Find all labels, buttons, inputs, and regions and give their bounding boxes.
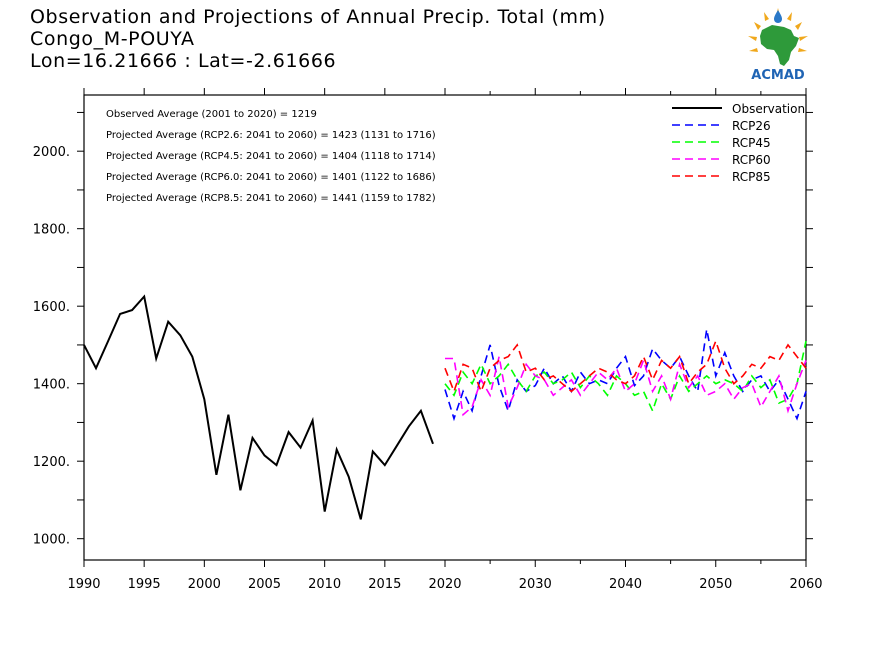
chart-title: Observation and Projections of Annual Pr… xyxy=(30,6,606,28)
y-tick-label: 1400. xyxy=(33,378,70,393)
acmad-logo: ACMAD xyxy=(748,8,808,82)
annotation-line: Observed Average (2001 to 2020) = 1219 xyxy=(106,109,317,120)
chart-series xyxy=(83,294,807,520)
x-tick-label: 2040 xyxy=(609,577,642,592)
y-tick-label: 1800. xyxy=(33,223,70,238)
x-tick-label: 2010 xyxy=(308,577,341,592)
x-tick-label: 1990 xyxy=(67,577,100,592)
x-tick-label: 2000 xyxy=(188,577,221,592)
y-tick-label: 1200. xyxy=(33,455,70,470)
chart-annotations: Observed Average (2001 to 2020) = 1219 Pr… xyxy=(106,109,436,204)
legend-label: RCP60 xyxy=(732,153,771,167)
legend-label: RCP26 xyxy=(732,119,771,133)
chart-title-block: Observation and Projections of Annual Pr… xyxy=(30,6,606,72)
chart-legend: Observation RCP26 RCP45 RCP60 RCP85 xyxy=(672,102,805,184)
series-line xyxy=(444,340,807,413)
x-tick-label: 1995 xyxy=(128,577,161,592)
y-tick-label: 2000. xyxy=(33,145,70,160)
x-tick-label: 2005 xyxy=(248,577,281,592)
plot-frame xyxy=(83,94,807,561)
series-rcp26 xyxy=(444,329,807,422)
series-line xyxy=(444,338,807,394)
africa-map-icon xyxy=(760,25,799,66)
y-tick-label: 1600. xyxy=(33,300,70,315)
legend-label: RCP45 xyxy=(732,136,771,150)
series-line xyxy=(445,356,807,417)
legend-label: Observation xyxy=(732,102,805,116)
x-tick-label: 2060 xyxy=(789,577,822,592)
annotation-line: Projected Average (RCP2.6: 2041 to 2060)… xyxy=(106,130,436,141)
series-rcp60 xyxy=(445,356,807,417)
series-line xyxy=(83,294,434,520)
series-rcp85 xyxy=(444,338,807,394)
x-tick-label: 2030 xyxy=(519,577,552,592)
series-line xyxy=(444,329,807,422)
legend-label: RCP85 xyxy=(732,170,771,184)
annotation-line: Projected Average (RCP6.0: 2041 to 2060)… xyxy=(106,172,436,183)
water-drop-icon xyxy=(774,10,782,23)
x-tick-label: 2050 xyxy=(699,577,732,592)
logo-text: ACMAD xyxy=(751,68,805,82)
annotation-line: Projected Average (RCP8.5: 2041 to 2060)… xyxy=(106,193,436,204)
station-name: Congo_M-POUYA xyxy=(30,28,195,50)
annotation-line: Projected Average (RCP4.5: 2041 to 2060)… xyxy=(106,151,436,162)
series-rcp45 xyxy=(444,340,807,413)
x-tick-label: 2015 xyxy=(368,577,401,592)
y-tick-label: 1000. xyxy=(33,533,70,548)
series-observation xyxy=(83,294,434,520)
chart-axes: 1000. 1200. 1400. 1600. 1800. 2000. 1990 1995 20… xyxy=(33,88,823,592)
station-coordinates: Lon=16.21666 : Lat=-2.61666 xyxy=(30,50,337,72)
x-tick-label: 2020 xyxy=(428,577,461,592)
